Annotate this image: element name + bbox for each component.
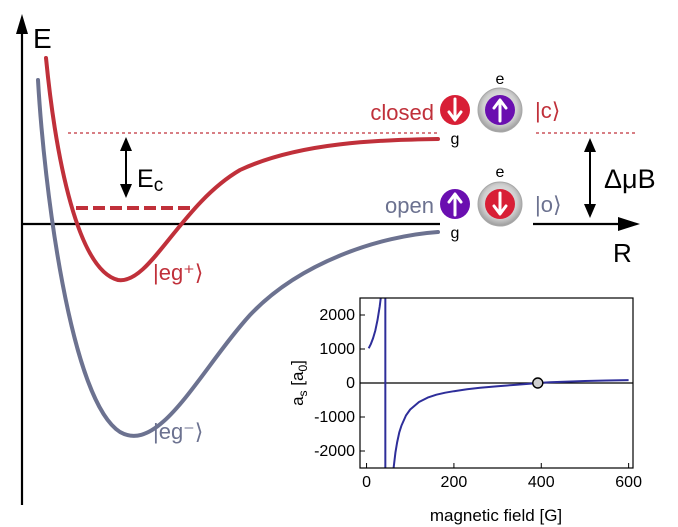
- inset-x-axis-label: magnetic field [G]: [430, 506, 562, 525]
- ec-label: Ec: [137, 165, 163, 196]
- inset-series-2: [392, 379, 629, 468]
- inset-x-tick-label: 400: [528, 474, 555, 491]
- closed-label: closed: [370, 100, 434, 125]
- lower-curve-label: |eg⁻⟩: [153, 419, 203, 444]
- inset-y-tick-label: -2000: [314, 443, 355, 460]
- open-excited-label: e: [496, 164, 505, 181]
- down-arrow-icon: [447, 97, 463, 122]
- closed-excited-label: e: [496, 71, 505, 88]
- inset-x-tick-label: 0: [362, 474, 371, 491]
- upper-potential-curve: [44, 56, 440, 283]
- closed-channel: closed e g |c⟩: [370, 71, 560, 148]
- inset-y-tick-label: 2000: [319, 307, 355, 324]
- open-ground-label: g: [451, 225, 460, 242]
- distance-axis-arrowhead: [618, 217, 640, 231]
- zeeman-double-arrow: [584, 138, 596, 218]
- inset-scattering-length-chart: 0 200 400 600 -2000 -1000 0 1000 2000 magnetic f…: [288, 286, 642, 525]
- up-arrow-icon: [447, 192, 463, 217]
- inset-y-tick-label: 0: [346, 375, 355, 392]
- energy-axis-label: E: [33, 23, 52, 54]
- down-arrow-icon: [492, 191, 508, 216]
- up-arrow-icon: [492, 98, 508, 123]
- inset-background: [300, 286, 640, 524]
- closed-ket: |c⟩: [535, 98, 560, 123]
- main-axes: E R: [16, 14, 640, 505]
- zeeman-label: ΔμB: [604, 164, 656, 194]
- open-ket: |o⟩: [535, 192, 562, 217]
- inset-y-axis-label: as [a0]: [288, 360, 310, 406]
- inset-x-tick-label: 200: [441, 474, 468, 491]
- inset-x-tick-label: 600: [615, 474, 642, 491]
- inset-zero-crossing-marker: [532, 377, 544, 389]
- lower-potential-curve: [36, 78, 440, 438]
- energy-axis-arrowhead: [16, 14, 28, 34]
- open-channel: open e g |o⟩: [385, 164, 562, 242]
- inset-y-tick-label: -1000: [314, 409, 355, 426]
- ec-double-arrow: [120, 137, 132, 198]
- inset-series-1: [367, 298, 382, 349]
- open-label: open: [385, 193, 434, 218]
- closed-ground-label: g: [451, 131, 460, 148]
- inset-y-tick-label: 1000: [319, 341, 355, 358]
- upper-curve-label: |eg⁺⟩: [153, 260, 203, 285]
- distance-axis-label: R: [613, 238, 632, 268]
